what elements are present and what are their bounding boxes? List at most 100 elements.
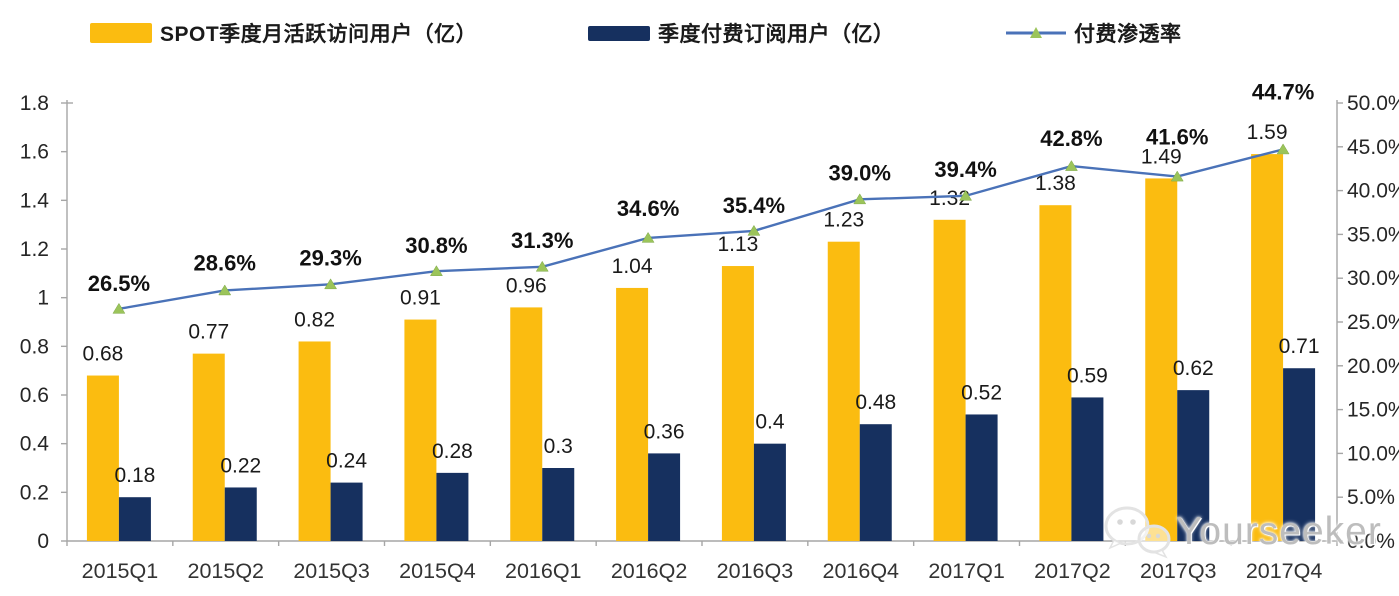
penetration-marker [535,260,549,272]
mau-value-label: 1.13 [717,233,758,256]
right-axis-tick-label: 15.0% [1347,399,1399,422]
x-axis-category-label: 2016Q2 [611,559,688,583]
x-axis-category-label: 2015Q3 [293,559,370,583]
legend-item-subscribers: 季度付费订阅用户（亿） [588,18,895,48]
subscriber-bar [753,443,786,541]
mau-value-label: 0.96 [506,274,547,297]
mau-bar [1145,178,1178,541]
left-axis-tick-label: 1.6 [20,141,49,164]
mau-value-label: 1.32 [929,187,970,210]
penetration-marker [324,278,338,290]
subscriber-bar [1283,368,1316,541]
subscriber-value-label: 0.36 [644,420,685,443]
left-axis-tick-label: 0 [37,530,49,553]
penetration-marker [1064,160,1078,171]
mau-value-label: 1.38 [1035,172,1076,195]
subscriber-value-label: 0.48 [855,391,896,414]
right-axis-tick-label: 0.0% [1347,530,1395,553]
right-axis-tick-label: 25.0% [1347,311,1399,334]
penetration-rate-label: 26.5% [88,271,150,296]
subscriber-value-label: 0.62 [1173,357,1214,380]
mau-legend-label: SPOT季度月活跃访问用户（亿） [160,23,478,46]
mau-bar [616,287,649,541]
mau-bar [827,241,860,541]
right-axis-tick-label: 45.0% [1347,136,1399,159]
penetration-marker [747,224,761,236]
penetration-marker [218,284,232,296]
mau-legend-swatch-icon [90,23,152,43]
subscriber-value-label: 0.24 [326,450,367,473]
left-axis-tick-label: 1.2 [20,238,49,261]
penetration-rate-label: 30.8% [405,233,467,258]
subscriber-bar [1071,397,1104,541]
penetration-marker [641,231,655,243]
mau-bar [298,341,331,541]
mau-value-label: 1.23 [823,209,864,232]
chart-legend: SPOT季度月活跃访问用户（亿） 季度付费订阅用户（亿） 付费渗透率 [0,0,1399,56]
left-axis-tick-label: 0.4 [20,433,50,456]
penetration-rate-label: 44.7% [1252,79,1314,104]
penetration-rate-label: 31.3% [511,228,573,253]
mau-value-label: 0.77 [188,321,229,344]
penetration-rate-label: 28.6% [194,250,256,275]
x-axis-category-label: 2017Q3 [1140,559,1217,583]
x-axis-category-label: 2015Q1 [82,559,159,583]
mau-value-label: 0.91 [400,287,441,310]
penetration-rate-label: 35.4% [723,193,785,218]
penetration-rate-label: 42.8% [1040,126,1102,151]
penetration-rate-label: 39.4% [934,157,996,182]
legend-item-mau: SPOT季度月活跃访问用户（亿） [90,18,477,48]
left-axis-tick-label: 1.4 [20,189,50,212]
x-axis-category-label: 2015Q2 [187,559,264,583]
subscribers-legend-label: 季度付费订阅用户（亿） [658,23,895,46]
penetration-line-marker-icon [1006,27,1066,38]
mau-bar [1251,154,1284,541]
subscriber-bar [542,468,575,541]
mau-value-label: 0.68 [82,343,123,366]
x-axis-category-label: 2017Q2 [1034,559,1111,583]
mau-bar [86,375,119,541]
x-axis-category-label: 2016Q4 [822,559,899,583]
mau-bar [1039,205,1072,541]
subscriber-bar [436,472,469,541]
subscriber-value-label: 0.52 [961,381,1002,404]
mau-bar [933,219,966,542]
penetration-marker [1276,143,1290,155]
subscriber-bar [1177,390,1210,541]
mau-value-label: 1.49 [1141,145,1182,168]
penetration-legend-label: 付费渗透率 [1074,23,1182,46]
right-axis-tick-label: 35.0% [1347,223,1399,246]
subscriber-value-label: 0.28 [432,440,473,463]
right-axis-tick-label: 10.0% [1347,442,1399,465]
right-axis-tick-label: 20.0% [1347,355,1399,378]
subscriber-bar [965,414,998,541]
subscribers-legend-swatch-icon [588,25,650,41]
mau-bar [721,266,754,541]
right-axis-tick-label: 40.0% [1347,180,1399,203]
penetration-marker [112,302,126,314]
right-axis-tick-label: 5.0% [1347,486,1395,509]
subscriber-value-label: 0.3 [544,435,573,458]
x-axis-category-label: 2017Q4 [1246,559,1323,583]
penetration-marker [959,189,973,201]
subscriber-value-label: 0.59 [1067,364,1108,387]
right-axis-tick-label: 50.0% [1347,92,1399,115]
left-axis-tick-label: 1 [37,287,49,310]
subscriber-bar [118,497,151,541]
mau-value-label: 1.04 [612,255,653,278]
left-axis-tick-label: 1.8 [20,92,49,115]
penetration-rate-label: 34.6% [617,196,679,221]
x-axis-category-label: 2016Q3 [717,559,794,583]
left-axis-tick-label: 0.2 [20,481,49,504]
penetration-rate-label: 41.6% [1146,125,1208,150]
left-axis-tick-label: 0.8 [20,335,49,358]
mau-bar [192,353,225,541]
mau-bar [510,307,543,541]
left-axis-tick-label: 0.6 [20,384,49,407]
legend-item-penetration: 付费渗透率 [1006,18,1182,48]
mau-bar [404,319,437,541]
penetration-marker [853,193,867,205]
penetration-marker [1170,170,1184,182]
x-axis-category-label: 2015Q4 [399,559,476,583]
